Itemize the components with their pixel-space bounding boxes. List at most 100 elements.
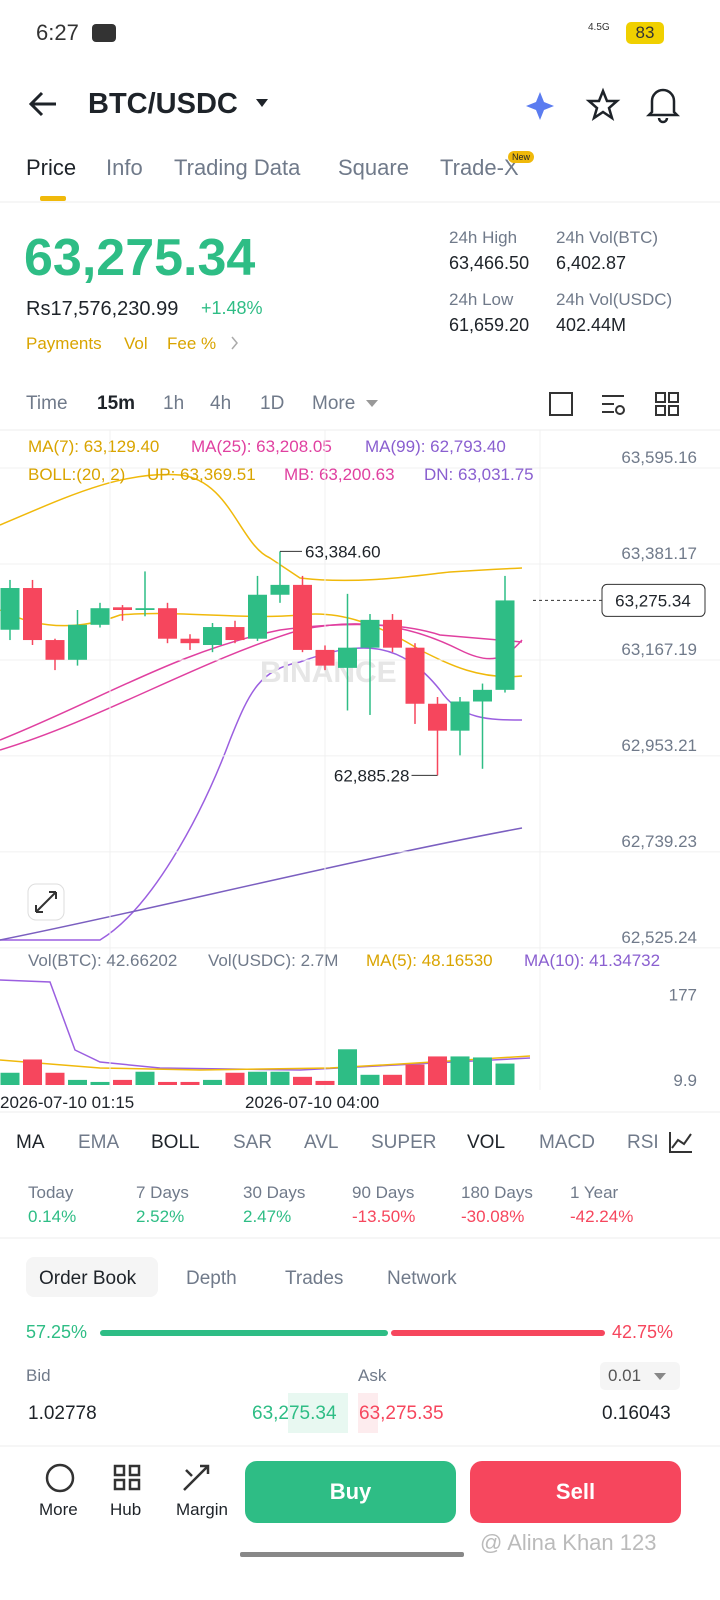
price-link[interactable]: Payments xyxy=(26,334,102,353)
vol-ma5-line xyxy=(0,1055,531,1071)
active-tab-bg xyxy=(26,1257,158,1297)
interval[interactable]: 1D xyxy=(260,393,285,414)
candle-body xyxy=(135,608,155,610)
y-tick-label: 63,595.16 xyxy=(621,448,697,467)
bell-icon[interactable] xyxy=(645,88,681,124)
perf-value: 0.14% xyxy=(28,1207,77,1226)
volume-bar xyxy=(473,1057,492,1085)
volume-legend-item: Vol(USDC): 2.7M xyxy=(208,951,339,970)
candle-body xyxy=(23,588,42,641)
tab[interactable]: Info xyxy=(106,155,143,180)
candle-body xyxy=(90,608,110,625)
interval[interactable]: 15m xyxy=(97,393,136,414)
youtube-icon xyxy=(92,24,116,42)
margin-icon xyxy=(183,1464,210,1491)
price-change: +1.48% xyxy=(201,298,263,318)
nav-item[interactable]: More xyxy=(39,1500,78,1519)
candle-body xyxy=(45,640,65,660)
current-price-box xyxy=(601,583,706,617)
interval[interactable]: More xyxy=(312,393,356,414)
candle-body xyxy=(315,649,335,666)
nav-item[interactable]: Hub xyxy=(110,1500,142,1519)
low-label: 62,885.28 xyxy=(334,766,410,785)
grid-icon[interactable] xyxy=(655,392,679,416)
indicator-tab[interactable]: VOL xyxy=(467,1132,506,1153)
indicator-tab[interactable]: SAR xyxy=(233,1132,273,1153)
volume-bar xyxy=(45,1072,65,1085)
interval[interactable]: 4h xyxy=(210,393,232,414)
candle-body xyxy=(293,584,312,650)
ai-icon[interactable] xyxy=(526,92,554,120)
candle-body xyxy=(405,647,425,704)
fiat-price: Rs17,576,230.99 xyxy=(26,298,179,320)
volume-bar xyxy=(495,1063,515,1085)
step-value[interactable]: 0.01 xyxy=(608,1366,642,1385)
volume-bar xyxy=(225,1072,245,1085)
ma-legend: MA(25): 63,208.05 xyxy=(191,437,332,456)
ask-percent: 42.75% xyxy=(612,1322,674,1342)
tool-icon[interactable] xyxy=(549,392,573,416)
vol-ma10-line xyxy=(0,979,531,1071)
tab[interactable]: Trading Data xyxy=(174,155,301,180)
perf-label: Today xyxy=(28,1183,74,1202)
perf-label: 1 Year xyxy=(570,1183,619,1202)
tab[interactable]: Price xyxy=(26,155,77,180)
indicator-tab[interactable]: BOLL xyxy=(151,1132,200,1153)
indicator-tab[interactable]: SUPER xyxy=(371,1132,437,1153)
bid-bar xyxy=(100,1330,388,1336)
tab-indicator xyxy=(40,196,66,201)
nav-item[interactable]: Margin xyxy=(176,1500,228,1519)
star-icon[interactable] xyxy=(585,87,621,121)
perf-label: 7 Days xyxy=(136,1183,189,1202)
indicator-tab[interactable]: RSI xyxy=(627,1132,659,1153)
candle-body xyxy=(158,608,177,639)
current-price-label: 63,275.34 xyxy=(615,591,691,610)
indicator-tab[interactable]: MA xyxy=(16,1132,45,1153)
volume-tick-label: 177 xyxy=(669,986,697,1005)
ask-amount: 0.16043 xyxy=(602,1403,671,1424)
sell-button[interactable]: Sell xyxy=(470,1461,681,1523)
interval[interactable]: 1h xyxy=(163,393,185,414)
pair-title[interactable]: BTC/USDC xyxy=(88,88,238,120)
order-tab[interactable]: Network xyxy=(387,1268,457,1289)
indicator-tab[interactable]: EMA xyxy=(78,1132,120,1153)
chart-settings-icon[interactable] xyxy=(669,1132,692,1153)
ma-legend: MA(99): 62,793.40 xyxy=(365,437,506,456)
indicator-tab[interactable]: MACD xyxy=(539,1132,595,1153)
perf-label: 30 Days xyxy=(243,1183,306,1202)
tab[interactable]: Trade-X xyxy=(440,155,519,180)
candle-body xyxy=(270,584,290,595)
step-select[interactable] xyxy=(600,1362,680,1390)
candle-body xyxy=(248,594,267,639)
bid-header: Bid xyxy=(26,1366,51,1385)
settings-icon[interactable] xyxy=(602,395,624,413)
candle-body xyxy=(383,619,402,648)
step-caret xyxy=(654,1373,666,1380)
buy-button[interactable]: Buy xyxy=(245,1461,456,1523)
volume-bar xyxy=(338,1049,357,1085)
volume-bar xyxy=(450,1056,470,1085)
perf-value: 2.52% xyxy=(136,1207,185,1226)
order-tab[interactable]: Order Book xyxy=(39,1268,137,1289)
ma99-line xyxy=(0,827,523,941)
volume-bar xyxy=(180,1081,200,1085)
perf-value: -30.08% xyxy=(461,1207,525,1226)
stat-label: 24h High xyxy=(449,228,518,247)
candle-body xyxy=(473,689,492,702)
bid-percent: 57.25% xyxy=(26,1322,88,1342)
order-tab[interactable]: Trades xyxy=(285,1268,344,1289)
x-tick-label: 2026-07-10 04:00 xyxy=(245,1093,379,1112)
price-link[interactable]: Vol xyxy=(124,334,148,353)
price-link[interactable]: Fee % xyxy=(167,334,217,353)
y-tick-label: 63,381.17 xyxy=(621,544,697,563)
volume-tick-label: 9.9 xyxy=(673,1071,697,1090)
order-tab[interactable]: Depth xyxy=(186,1268,237,1289)
new-badge: New xyxy=(508,151,535,163)
tab[interactable]: Square xyxy=(338,155,409,180)
boll-legend: DN: 63,031.75 xyxy=(424,465,534,484)
volume-bar xyxy=(270,1071,290,1085)
indicator-tab[interactable]: AVL xyxy=(304,1132,339,1153)
interval[interactable]: Time xyxy=(26,393,68,414)
